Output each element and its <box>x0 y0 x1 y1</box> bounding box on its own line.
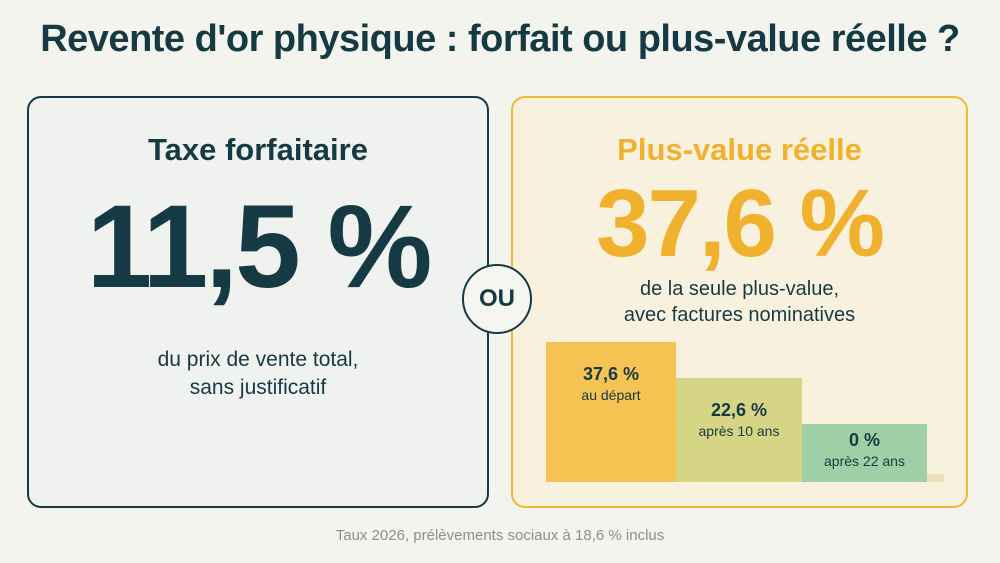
rate-step-tail <box>927 474 944 482</box>
rate-step-22-years: 0 % après 22 ans <box>802 424 927 482</box>
capital-gain-rate: 37,6 % <box>596 170 885 277</box>
flat-tax-caption-line1: du prix de vente total, <box>157 348 359 371</box>
flat-tax-caption-line2: sans justificatif <box>189 376 327 400</box>
capital-gain-caption-line1: de la seule plus-value, <box>639 278 839 300</box>
flat-tax-rate: 11,5 % <box>86 181 433 313</box>
rate-step-start: 37,6 % au départ <box>546 342 676 482</box>
capital-gain-caption: de la seule plus-value, avec factures no… <box>513 276 966 328</box>
rate-step-label: au départ <box>581 387 641 403</box>
rate-step-label: après 22 ans <box>824 453 905 469</box>
page-title: Revente d'or physique : forfait ou plus-… <box>40 18 960 60</box>
capital-gain-card: Plus-value réelle 37,6 % de la seule plu… <box>511 96 968 508</box>
flat-tax-caption: du prix de vente total, sans justificati… <box>29 346 487 403</box>
rate-step-10-years: 22,6 % après 10 ans <box>676 378 802 482</box>
rate-step-label: après 10 ans <box>698 423 780 439</box>
rate-step-value: 37,6 % <box>582 364 640 384</box>
capital-gain-heading: Plus-value réelle <box>617 132 862 167</box>
flat-tax-card: Taxe forfaitaire 11,5 % du prix de vente… <box>27 96 489 508</box>
rate-step-value: 0 % <box>848 430 881 450</box>
or-separator-badge: OU <box>462 264 532 334</box>
capital-gain-caption-line2: avec factures nominatives <box>623 304 856 326</box>
flat-tax-heading: Taxe forfaitaire <box>148 132 368 167</box>
rate-step-value: 22,6 % <box>710 400 768 420</box>
footnote: Taux 2026, prélèvements sociaux à 18,6 %… <box>335 527 665 544</box>
